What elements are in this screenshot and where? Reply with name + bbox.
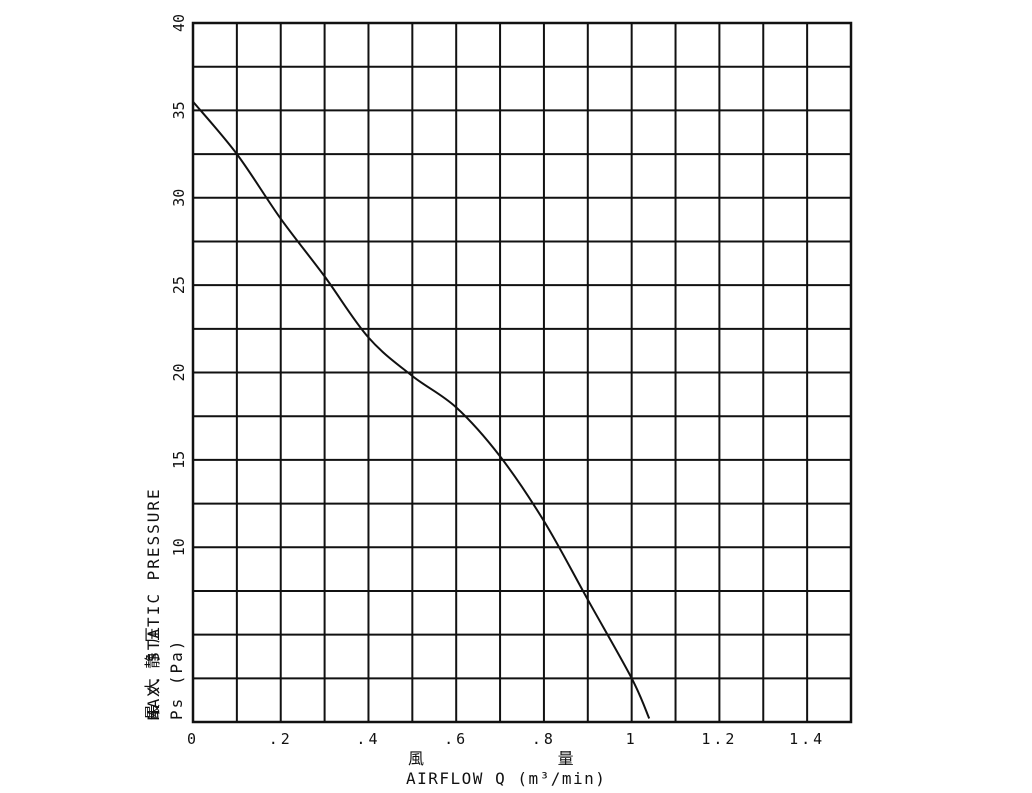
plot-frame: [191, 21, 853, 724]
x-tick-label: .4: [356, 730, 380, 748]
y-tick-label: 35: [170, 101, 188, 119]
x-tick-label: 0: [187, 730, 199, 748]
y-tick-label: 20: [170, 363, 188, 381]
y-axis-title: MAX. STATIC PRESSURE: [144, 487, 163, 720]
pressure-airflow-curve: [192, 100, 651, 719]
y-tick-label: 25: [170, 276, 188, 294]
y-tick-label: 10: [170, 538, 188, 556]
x-tick-label: .8: [532, 730, 556, 748]
x-axis-title: AIRFLOW Q (m³/min): [406, 769, 606, 788]
x-axis-ticks: 0 .2 .4 .6 .8 1 1.2 1.4: [187, 730, 825, 748]
y-tick-label: 30: [170, 189, 188, 207]
x-tick-label: .6: [444, 730, 468, 748]
x-axis-title-cjk: 風 量: [408, 749, 636, 768]
y-axis-unit: Ps (Pa): [167, 639, 186, 720]
y-tick-label: 15: [170, 451, 188, 469]
x-tick-label: 1: [626, 730, 638, 748]
x-tick-label: 1.4: [789, 730, 825, 748]
y-axis-title-cjk: 最 大 静 圧: [143, 627, 162, 720]
x-tick-label: 1.2: [701, 730, 737, 748]
grid: [193, 23, 851, 722]
x-tick-label: .2: [269, 730, 293, 748]
y-tick-label: 40: [170, 14, 188, 32]
y-axis-ticks: 10 15 20 25 30 35 40: [170, 14, 188, 556]
